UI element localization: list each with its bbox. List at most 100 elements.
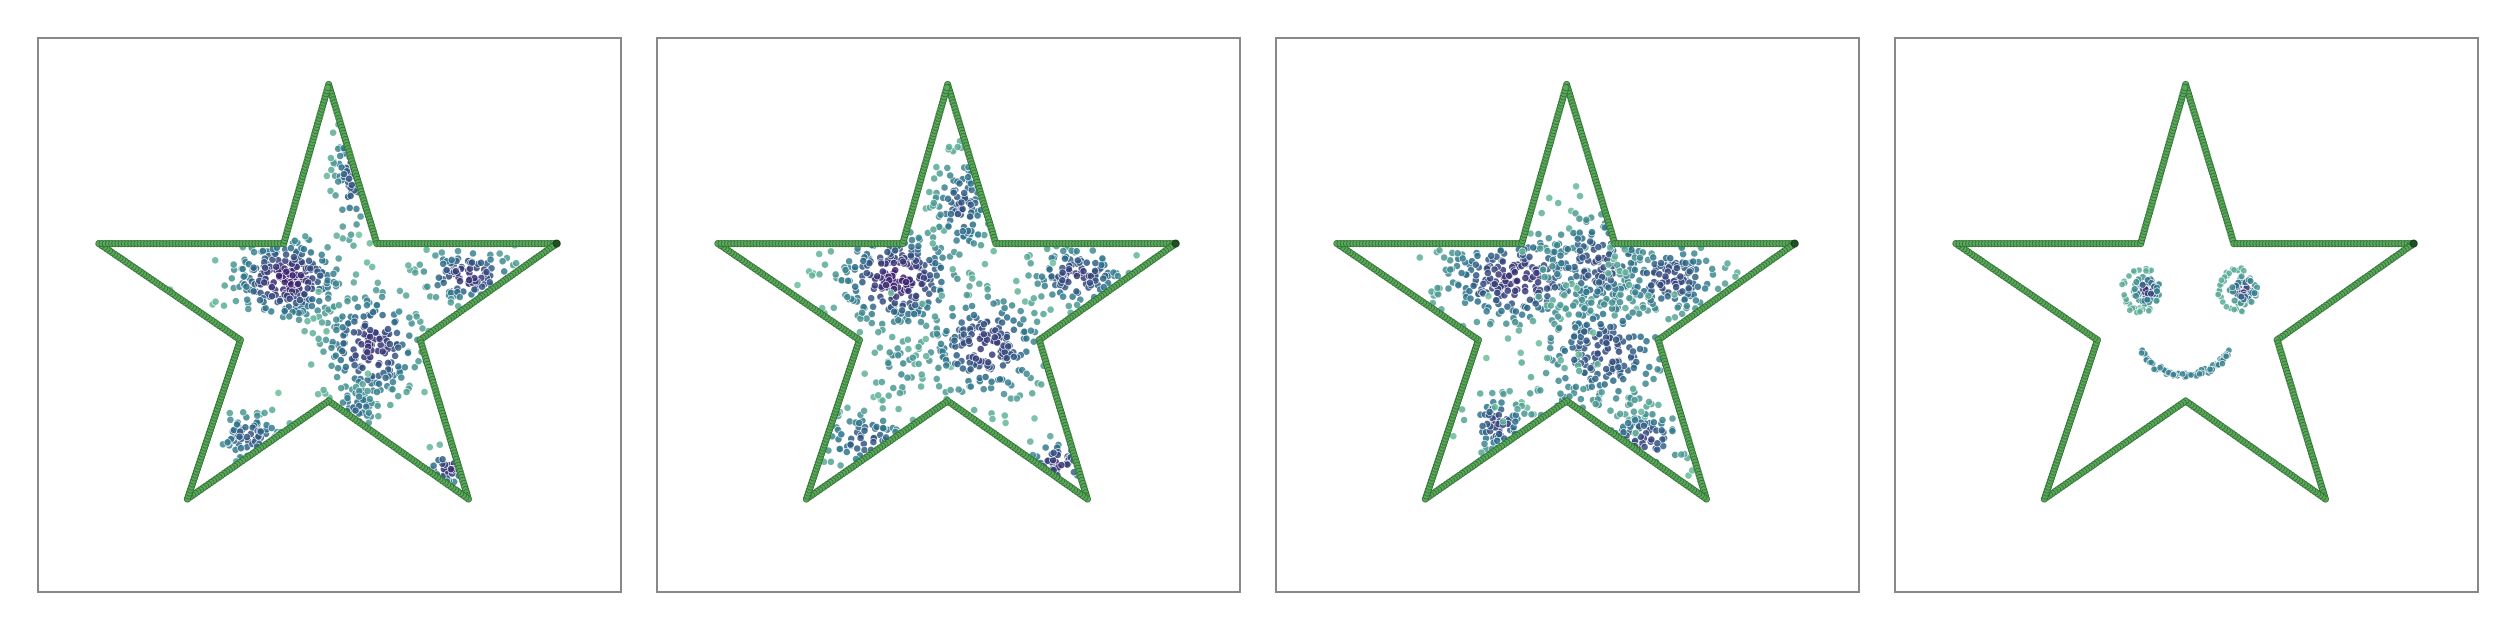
point: [1571, 323, 1580, 332]
point: [1513, 405, 1522, 413]
point: [329, 269, 338, 278]
point: [243, 295, 252, 304]
point: [898, 306, 906, 315]
point: [936, 210, 945, 219]
point: [405, 331, 414, 340]
point: [1536, 386, 1545, 395]
point: [358, 363, 367, 372]
point: [238, 265, 247, 273]
point: [2238, 307, 2246, 315]
point: [439, 278, 448, 287]
point: [423, 282, 432, 291]
point: [958, 227, 967, 236]
point: [1058, 276, 1067, 285]
point: [1670, 290, 1679, 299]
point: [261, 263, 269, 272]
point: [1575, 366, 1584, 375]
point: [902, 278, 910, 286]
point: [831, 270, 840, 279]
point: [856, 434, 865, 442]
point: [969, 311, 978, 319]
point: [1544, 234, 1553, 243]
point: [349, 241, 358, 250]
panel: [656, 37, 1241, 593]
point: [1472, 271, 1481, 280]
point: [987, 377, 996, 386]
point: [911, 301, 920, 309]
point: [1546, 301, 1555, 310]
point: [914, 342, 923, 351]
point: [274, 388, 283, 397]
point: [1608, 357, 1617, 366]
point: [233, 420, 241, 429]
point: [1625, 280, 1633, 289]
point: [223, 438, 232, 447]
point: [1482, 354, 1491, 362]
point: [307, 360, 316, 369]
point: [361, 321, 369, 330]
point: [1532, 268, 1541, 277]
point: [1701, 284, 1709, 293]
point: [928, 239, 937, 248]
point: [1545, 193, 1554, 202]
point: [378, 347, 387, 356]
point: [339, 339, 348, 348]
point: [1563, 245, 1572, 254]
point: [332, 315, 341, 324]
point: [1534, 292, 1543, 301]
point: [1521, 287, 1530, 296]
point: [372, 286, 381, 295]
point: [316, 271, 325, 280]
point: [1561, 374, 1570, 383]
point: [879, 416, 887, 425]
point: [1630, 396, 1639, 404]
point: [999, 361, 1007, 370]
point: [1657, 259, 1665, 267]
point: [295, 315, 303, 324]
point: [268, 292, 276, 301]
point: [220, 281, 229, 290]
point: [402, 291, 411, 300]
point: [249, 263, 258, 272]
point: [2142, 267, 2150, 275]
point: [500, 267, 509, 276]
point: [989, 299, 998, 308]
point: [394, 343, 403, 352]
point: [1543, 247, 1552, 255]
point: [950, 336, 959, 345]
point: [917, 318, 925, 326]
point: [220, 301, 228, 310]
point: [2132, 278, 2141, 286]
point: [1574, 350, 1583, 359]
point: [1030, 309, 1039, 317]
point: [1488, 389, 1497, 397]
point: [1536, 244, 1545, 253]
point: [1502, 319, 1511, 328]
point: [1591, 374, 1600, 383]
point: [2143, 296, 2152, 304]
point: [953, 274, 962, 283]
point: [1091, 266, 1099, 275]
point: [875, 343, 884, 352]
point: [964, 337, 973, 345]
point: [1616, 409, 1625, 418]
point: [332, 231, 341, 240]
point: [1612, 394, 1620, 403]
point: [1503, 286, 1512, 295]
point: [2132, 292, 2140, 300]
point: [2150, 365, 2158, 373]
point: [826, 247, 835, 256]
point: [889, 384, 898, 392]
point: [1645, 397, 1653, 406]
point: [996, 375, 1004, 384]
point: [1560, 346, 1569, 355]
point: [1471, 260, 1480, 269]
point: [877, 259, 886, 268]
point: [275, 271, 283, 280]
point: [411, 268, 420, 277]
point: [327, 165, 336, 174]
point: [1714, 284, 1722, 293]
point: [2217, 276, 2225, 284]
point: [323, 243, 332, 252]
point: [260, 278, 269, 287]
